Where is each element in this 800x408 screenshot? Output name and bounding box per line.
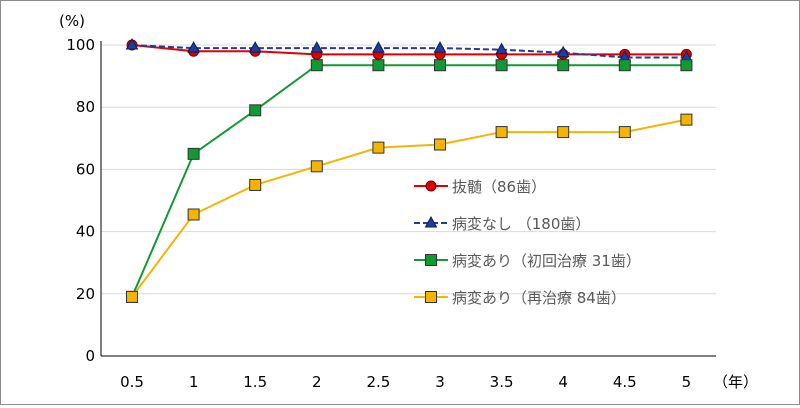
x-tick-label: 5	[682, 373, 692, 391]
data-point	[310, 41, 324, 53]
y-tick-label: 20	[76, 285, 95, 303]
y-unit-label: (%)	[59, 12, 85, 30]
data-point	[372, 41, 385, 53]
series-1	[125, 37, 693, 62]
data-point	[372, 141, 385, 154]
data-point	[618, 126, 631, 139]
data-point	[434, 138, 446, 151]
data-point	[372, 59, 385, 72]
legend-entry: 病変あり（再治療 84歯）	[414, 289, 626, 307]
x-tick-label: 2.5	[366, 373, 390, 391]
data-point	[248, 41, 262, 53]
x-tick-label: 4.5	[613, 373, 637, 391]
data-point	[680, 59, 693, 72]
legend-label: 病変あり（初回治療 31歯）	[452, 252, 641, 270]
data-point	[310, 59, 323, 72]
data-point	[680, 113, 693, 126]
data-point	[434, 59, 446, 72]
data-point	[557, 126, 570, 139]
x-tick-label: 3	[435, 373, 445, 391]
series-line	[131, 64, 687, 298]
series-group	[125, 37, 693, 303]
series-3	[126, 113, 693, 303]
series-0	[126, 39, 692, 60]
data-point	[556, 45, 570, 58]
legend-entry: 抜髄（86歯）	[414, 178, 546, 196]
data-point	[249, 104, 262, 117]
legend-marker	[425, 291, 437, 303]
data-point	[495, 59, 508, 72]
series-line	[131, 44, 687, 59]
data-point	[495, 126, 508, 139]
legend-entry: 病変あり（初回治療 31歯）	[414, 252, 641, 270]
y-tick-label: 0	[85, 347, 95, 365]
y-tick-label: 40	[76, 223, 95, 241]
legend-label: 抜髄（86歯）	[452, 178, 546, 196]
legend-label: 病変あり（再治療 84歯）	[452, 289, 626, 307]
grid-lines	[101, 44, 716, 295]
legend-marker	[425, 180, 437, 192]
x-tick-label: 1	[189, 373, 199, 391]
x-tick-label: 1.5	[243, 373, 267, 391]
x-unit-label: （年）	[713, 373, 758, 391]
x-tick-label: 2	[312, 373, 322, 391]
data-point	[618, 59, 631, 72]
series-line	[131, 118, 687, 298]
data-point	[249, 178, 262, 191]
data-point	[495, 42, 508, 55]
axes: 0 20 40 60 80 100 0.5 1 1.5 2 2.5 3 3.5 4 4.5 5	[66, 36, 716, 391]
data-point	[125, 37, 139, 50]
series-line	[131, 44, 687, 56]
legend-marker	[425, 254, 437, 266]
data-point	[187, 147, 200, 160]
x-tick-label: 0.5	[120, 373, 144, 391]
data-point	[187, 41, 200, 53]
legend-entry: 病変なし （180歯）	[414, 215, 590, 233]
x-tick-label: 3.5	[490, 373, 514, 391]
y-tick-label: 60	[76, 160, 95, 178]
legend-marker	[424, 215, 438, 228]
data-point	[433, 41, 447, 53]
data-point	[126, 290, 138, 303]
y-tick-label: 80	[76, 98, 95, 116]
data-point	[187, 208, 200, 221]
y-tick-label: 100	[66, 36, 95, 54]
data-point	[557, 59, 570, 72]
data-point	[310, 160, 323, 173]
legend: 抜髄（86歯） 病変なし （180歯） 病変あり（初回治療 31歯） 病変あり（再治療…	[414, 178, 641, 307]
legend-label: 病変なし （180歯）	[452, 215, 590, 233]
x-tick-label: 4	[558, 373, 568, 391]
